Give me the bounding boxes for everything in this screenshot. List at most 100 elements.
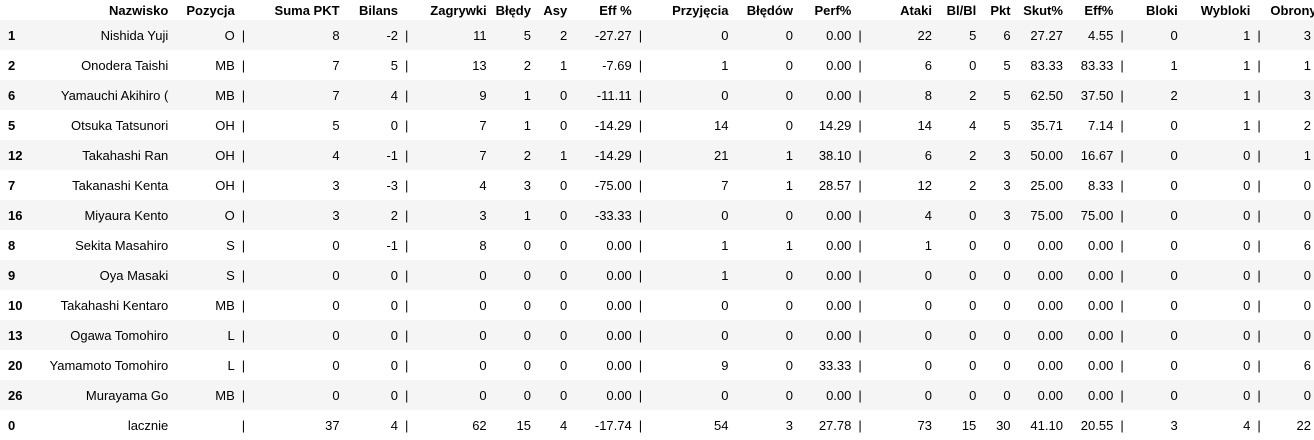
column-separator: | bbox=[405, 87, 409, 103]
table-cell: 4 bbox=[390, 87, 398, 103]
column-header: Bilans bbox=[358, 2, 398, 18]
table-cell: 0 bbox=[924, 297, 932, 313]
column-separator: | bbox=[638, 147, 643, 163]
column-separator: | bbox=[405, 207, 409, 223]
table-cell: 9 bbox=[721, 357, 729, 373]
player-name: Ogawa Tomohiro bbox=[70, 327, 169, 343]
table-cell: 0 bbox=[1003, 237, 1011, 253]
column-separator: | bbox=[1120, 387, 1124, 403]
column-separator: | bbox=[405, 267, 409, 283]
table-cell: -1 bbox=[386, 147, 398, 163]
table-cell: 0.00 bbox=[1088, 267, 1114, 283]
table-cell: 0.00 bbox=[826, 87, 852, 103]
column-separator: | bbox=[405, 417, 409, 433]
table-cell: 0 bbox=[1243, 207, 1251, 223]
table-cell: 0 bbox=[1243, 267, 1251, 283]
table-cell: 2 bbox=[560, 27, 568, 43]
table-cell: 0.00 bbox=[606, 297, 632, 313]
table-cell: 0 bbox=[560, 327, 568, 343]
table-cell: 3 bbox=[785, 417, 793, 433]
column-separator: | bbox=[1257, 327, 1261, 343]
player-position: OH bbox=[215, 147, 235, 163]
table-cell: 0 bbox=[1170, 327, 1178, 343]
table-cell: 41.10 bbox=[1030, 417, 1063, 433]
table-cell: 1 bbox=[785, 147, 793, 163]
table-cell: 0 bbox=[785, 207, 793, 223]
column-header bbox=[1253, 0, 1267, 20]
table-cell: 0 bbox=[390, 117, 398, 133]
column-separator: | bbox=[858, 117, 862, 133]
column-separator: | bbox=[1120, 357, 1124, 373]
table-cell: 4 bbox=[390, 417, 398, 433]
column-header: Obrony bbox=[1270, 2, 1314, 18]
column-separator: | bbox=[638, 357, 643, 373]
player-name: Sekita Masahiro bbox=[75, 237, 169, 253]
column-separator: | bbox=[1257, 387, 1261, 403]
table-cell: 0 bbox=[1303, 327, 1311, 343]
table-cell: -2 bbox=[386, 27, 398, 43]
table-cell: 0 bbox=[1170, 117, 1178, 133]
player-name: Takahashi Ran bbox=[82, 147, 169, 163]
column-separator: | bbox=[241, 117, 246, 133]
table-cell: 1 bbox=[523, 117, 531, 133]
table-cell: 3 bbox=[1303, 27, 1311, 43]
table-cell: 0 bbox=[1243, 297, 1251, 313]
table-cell: 3 bbox=[1003, 177, 1011, 193]
table-cell: 7 bbox=[721, 177, 729, 193]
column-separator: | bbox=[1257, 297, 1261, 313]
player-name: Takahashi Kentaro bbox=[60, 297, 169, 313]
table-cell: 0 bbox=[1303, 387, 1311, 403]
table-cell: 73 bbox=[917, 417, 932, 433]
row-index: 1 bbox=[8, 27, 16, 43]
table-cell: 0.00 bbox=[606, 237, 632, 253]
column-separator: | bbox=[858, 87, 862, 103]
table-cell: 0 bbox=[924, 357, 932, 373]
player-position: L bbox=[227, 357, 235, 373]
column-separator: | bbox=[1120, 237, 1124, 253]
column-separator: | bbox=[638, 237, 643, 253]
player-position: OH bbox=[215, 177, 235, 193]
table-cell: 0 bbox=[479, 387, 487, 403]
column-separator: | bbox=[1120, 177, 1124, 193]
table-cell: 8 bbox=[924, 87, 932, 103]
table-cell: 0.00 bbox=[826, 57, 852, 73]
column-separator: | bbox=[405, 177, 409, 193]
row-index: 26 bbox=[8, 387, 23, 403]
table-cell: 0.00 bbox=[826, 207, 852, 223]
column-separator: | bbox=[1120, 267, 1124, 283]
table-cell: 0 bbox=[1170, 267, 1178, 283]
table-cell: 1 bbox=[1303, 147, 1311, 163]
table-cell: 75.00 bbox=[1030, 207, 1063, 223]
table-cell: 7 bbox=[479, 147, 487, 163]
table-row: 9 Oya Masaki S | 0 0 | 0 0 0 0.00 | 1 0 0.00 | 0 0 0 0.00 0.… bbox=[0, 260, 1314, 290]
table-cell: 1 bbox=[721, 267, 729, 283]
column-separator: | bbox=[858, 267, 862, 283]
table-cell: 5 bbox=[1003, 57, 1011, 73]
column-separator: | bbox=[1120, 147, 1124, 163]
table-cell: 0.00 bbox=[826, 267, 852, 283]
column-separator: | bbox=[241, 177, 246, 193]
table-cell: 0 bbox=[560, 267, 568, 283]
table-cell: 0 bbox=[969, 237, 977, 253]
table-cell: 0 bbox=[969, 327, 977, 343]
column-header: Wybloki bbox=[1200, 2, 1251, 18]
table-cell: 0.00 bbox=[1088, 327, 1114, 343]
player-name: Takanashi Kenta bbox=[72, 177, 169, 193]
column-separator: | bbox=[858, 177, 862, 193]
table-cell: 37.50 bbox=[1080, 87, 1114, 103]
column-separator: | bbox=[858, 357, 862, 373]
table-cell: 5 bbox=[969, 27, 977, 43]
row-index: 7 bbox=[8, 177, 16, 193]
table-cell: 62 bbox=[472, 417, 487, 433]
table-cell: 0.00 bbox=[1037, 387, 1063, 403]
table-cell: 0 bbox=[523, 357, 531, 373]
table-row: 0 lacznie | 37 4 | 62 15 4 -17.74 | 54 3 27.78 | 73 15 30… bbox=[0, 410, 1314, 440]
table-cell: -17.74 bbox=[594, 417, 632, 433]
table-cell: 3 bbox=[1003, 207, 1011, 223]
table-cell: 0 bbox=[785, 27, 793, 43]
table-cell: 33.33 bbox=[818, 357, 852, 373]
table-cell: 2 bbox=[390, 207, 398, 223]
column-separator: | bbox=[405, 117, 409, 133]
table-cell: 0 bbox=[969, 207, 977, 223]
table-cell: -11.11 bbox=[596, 87, 632, 103]
